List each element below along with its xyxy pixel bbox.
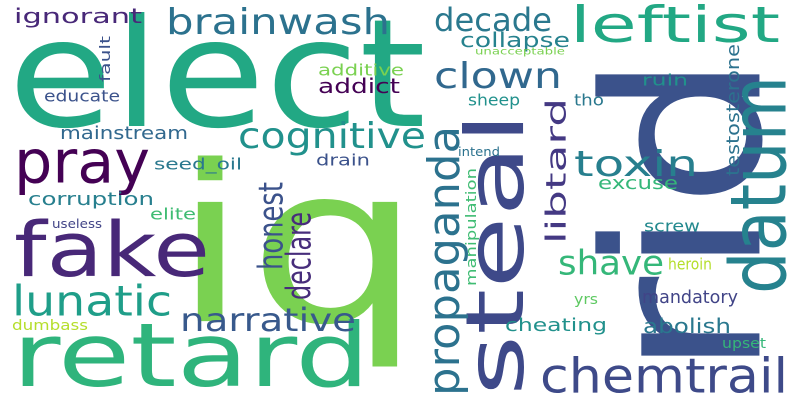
word-chemtrail: chemtrail — [540, 347, 788, 400]
word-clown: clown — [434, 54, 562, 97]
word-tho: tho — [574, 90, 604, 110]
word-upset: upset — [722, 334, 766, 352]
word-useless: useless — [52, 216, 102, 231]
word-heroin: heroin — [668, 254, 712, 274]
word-intend: intend — [458, 144, 500, 159]
word-screw: screw — [644, 216, 700, 236]
word-corruption: corruption — [28, 188, 154, 210]
word-retard: retard — [12, 304, 370, 400]
word-testosterone: testosterone — [722, 44, 744, 176]
word-lunatic: lunatic — [12, 276, 172, 326]
word-pray: pray — [14, 126, 150, 197]
word-additive: additive — [318, 60, 404, 80]
word-cheating: cheating — [505, 314, 607, 336]
word-unacceptable: unacceptable — [475, 45, 565, 57]
word-fault: fault — [96, 36, 114, 82]
word-brainwash: brainwash — [166, 0, 390, 43]
word-ignorant: ignorant — [14, 4, 142, 28]
word-mandatory: mandatory — [642, 286, 738, 308]
word-cognitive: cognitive — [238, 114, 426, 157]
word-mainstream: mainstream — [60, 122, 188, 144]
word-yrs: yrs — [574, 290, 598, 308]
word-iq: iq — [172, 118, 422, 374]
word-elect: elect — [8, 0, 426, 162]
word-collapse: collapse — [460, 28, 570, 52]
word-shave: shave — [558, 242, 664, 283]
word-abolish: abolish — [643, 314, 731, 338]
word-narrative: narrative — [180, 301, 356, 339]
word-excuse: excuse — [598, 172, 678, 194]
word-ruin: ruin — [642, 70, 688, 90]
word-seed-oil: seed_oil — [154, 154, 242, 174]
word-dumbass: dumbass — [12, 316, 88, 334]
word-drain: drain — [316, 150, 370, 170]
word-propaganda: propaganda — [418, 126, 470, 396]
word-toxin: toxin — [574, 142, 698, 185]
word-libtard: libtard — [539, 98, 573, 244]
word-fake: fake — [14, 205, 210, 295]
word-addict: addict — [318, 74, 400, 98]
word-decade: decade — [434, 1, 552, 39]
word-sheep: sheep — [468, 90, 520, 110]
word-elite: elite — [150, 204, 196, 224]
word-declare: declare — [278, 212, 319, 300]
word-educate: educate — [44, 86, 120, 106]
word-leftist: leftist — [570, 0, 780, 54]
word-manipulation: manipulation — [462, 168, 480, 286]
